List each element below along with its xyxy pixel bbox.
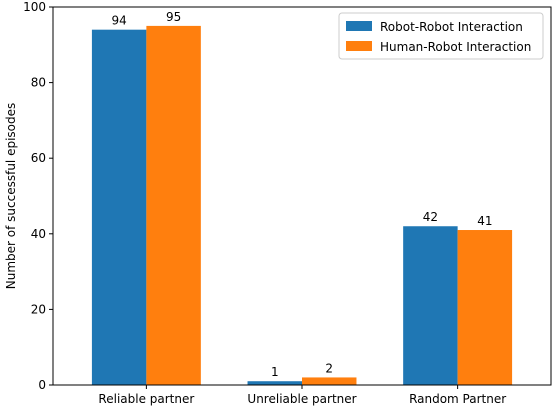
y-axis: 0 20 40 60 80 100: [23, 0, 53, 392]
legend-box: [338, 12, 544, 60]
x-axis: Reliable partner Unreliable partner Random…: [98, 385, 506, 406]
legend: Robot-Robot Interaction Human-Robot Inter…: [338, 12, 544, 60]
legend-swatch: [346, 41, 372, 51]
data-label: 94: [112, 14, 127, 28]
y-axis-label: Number of successful episodes: [4, 103, 18, 290]
plot-frame: [52, 6, 552, 386]
bar-human-robot-1: [302, 377, 357, 385]
bar-robot-robot-1: [247, 381, 302, 385]
data-label: 41: [477, 214, 492, 228]
legend-entry: Robot-Robot Interaction: [380, 20, 523, 34]
bar-robot-robot-0: [91, 29, 147, 386]
bars-group: [91, 25, 513, 386]
x-tick-label: Reliable partner: [98, 392, 194, 406]
data-labels-group: 94 1 42 95 2 41: [112, 10, 493, 379]
y-tick-label: 0: [38, 378, 46, 392]
y-tick-label: 100: [23, 0, 46, 14]
legend-swatch: [346, 21, 372, 31]
y-tick-label: 80: [31, 76, 46, 90]
data-label: 2: [325, 361, 333, 375]
bar-human-robot-2: [457, 230, 513, 385]
y-tick-label: 20: [31, 302, 46, 316]
data-label: 95: [166, 10, 181, 24]
bar-robot-robot-2: [403, 226, 458, 385]
y-tick-label: 60: [31, 151, 46, 165]
y-tick-label: 40: [31, 227, 46, 241]
data-label: 42: [423, 210, 438, 224]
bar-human-robot-0: [146, 25, 201, 386]
data-label: 1: [271, 365, 279, 379]
legend-entry: Human-Robot Interaction: [380, 40, 531, 54]
x-tick-label: Random Partner: [409, 392, 506, 406]
x-tick-label: Unreliable partner: [247, 392, 356, 406]
